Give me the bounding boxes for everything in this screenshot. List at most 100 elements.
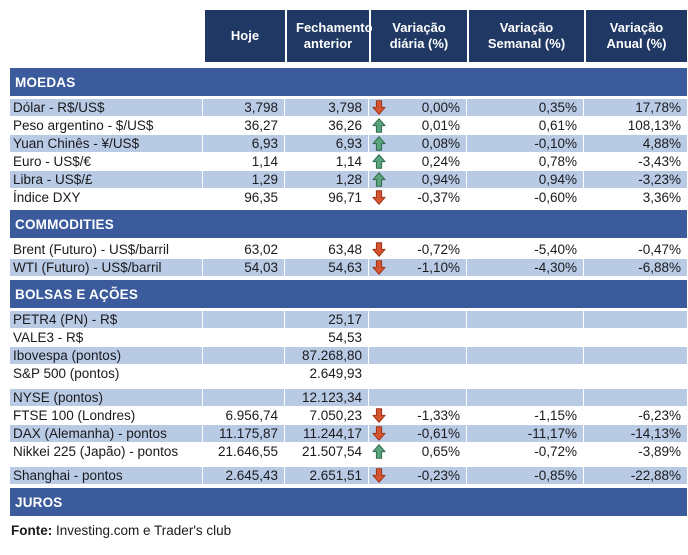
up-arrow-icon-wrap [372,136,386,151]
cell-fechamento-anterior: 54,63 [285,259,369,277]
row-label: Nikkei 225 (Japão) - pontos [10,443,203,461]
cell-variacao-semanal: -4,30% [467,259,584,277]
cell-hoje: 1,29 [203,171,285,189]
cell-variacao-anual: -3,89% [584,443,687,461]
variacao-diaria-value: -0,72% [417,242,460,257]
cell-hoje: 21.646,55 [203,443,285,461]
down-arrow-icon-wrap [372,242,386,257]
down-arrow-icon-wrap [372,468,386,483]
row-label: Yuan Chinês - ¥/US$ [10,135,203,153]
cell-variacao-diaria: -0,37% [369,189,467,207]
table-row: Dólar - R$/US$ 3,798 3,798 0,00% 0,35% 17,78% [10,99,687,117]
section-bar-row: JUROS [10,488,687,516]
cell-variacao-anual [584,347,687,365]
cell-fechamento-anterior: 6,93 [285,135,369,153]
row-label: FTSE 100 (Londres) [10,407,203,425]
row-label: VALE3 - R$ [10,329,203,347]
cell-hoje: 54,03 [203,259,285,277]
cell-hoje: 1,14 [203,153,285,171]
cell-variacao-anual: -6,88% [584,259,687,277]
cell-fechamento-anterior: 96,71 [285,189,369,207]
cell-variacao-semanal [467,365,584,383]
row-label: Shanghai - pontos [10,467,203,485]
variacao-diaria-value: 0,24% [421,154,460,169]
cell-fechamento-anterior: 1,28 [285,171,369,189]
cell-hoje: 11.175,87 [203,425,285,443]
table-row: PETR4 (PN) - R$ 25,17 [10,311,687,329]
cell-variacao-anual: -3,43% [584,153,687,171]
cell-fechamento-anterior: 3,798 [285,99,369,117]
cell-variacao-diaria [369,365,467,383]
table-row: Yuan Chinês - ¥/US$ 6,93 6,93 0,08% -0,10% 4,… [10,135,687,153]
cell-variacao-diaria [369,311,467,329]
cell-hoje [203,365,285,383]
cell-fechamento-anterior: 12.123,34 [285,389,369,407]
variacao-diaria-value: 0,01% [421,118,460,133]
cell-variacao-diaria [369,347,467,365]
header-row: Hoje Fechamento anterior Variação diária… [10,10,687,62]
cell-hoje: 36,27 [203,117,285,135]
section-header: JUROS [10,488,687,516]
source-note: Fonte: Investing.com e Trader's club [11,523,688,538]
up-arrow-icon [372,118,386,133]
cell-variacao-diaria: 0,00% [369,99,467,117]
cell-variacao-anual: -0,47% [584,241,687,259]
cell-variacao-anual [584,311,687,329]
source-text: Investing.com e Trader's club [52,523,232,538]
cell-variacao-diaria: -1,10% [369,259,467,277]
row-label: Ibovespa (pontos) [10,347,203,365]
column-header-variacao-diaria: Variação diária (%) [369,10,467,62]
cell-variacao-diaria [369,329,467,347]
cell-variacao-anual [584,365,687,383]
row-label: Dólar - R$/US$ [10,99,203,117]
cell-variacao-semanal [467,389,584,407]
cell-hoje: 96,35 [203,189,285,207]
row-label: DAX (Alemanha) - pontos [10,425,203,443]
cell-hoje [203,311,285,329]
variacao-diaria-value: 0,08% [421,136,460,151]
cell-fechamento-anterior: 2.649,93 [285,365,369,383]
variacao-diaria-value: 0,94% [421,172,460,187]
row-label: Brent (Futuro) - US$/barril [10,241,203,259]
cell-variacao-semanal: 0,78% [467,153,584,171]
cell-variacao-diaria: 0,08% [369,135,467,153]
up-arrow-icon [372,136,386,151]
cell-fechamento-anterior: 54,53 [285,329,369,347]
column-header-hoje: Hoje [203,10,285,62]
row-label: Euro - US$/€ [10,153,203,171]
section-header: BOLSAS E AÇÕES [10,280,687,308]
down-arrow-icon [372,260,386,275]
table-row: Euro - US$/€ 1,14 1,14 0,24% 0,78% -3,43% [10,153,687,171]
down-arrow-icon [372,426,386,441]
cell-variacao-diaria [369,389,467,407]
up-arrow-icon-wrap [372,444,386,459]
variacao-diaria-value: -0,61% [417,426,460,441]
cell-variacao-semanal: -1,15% [467,407,584,425]
cell-variacao-diaria: 0,24% [369,153,467,171]
up-arrow-icon-wrap [372,172,386,187]
table-row: Brent (Futuro) - US$/barril 63,02 63,48 -0,… [10,241,687,259]
cell-variacao-anual: -22,88% [584,467,687,485]
row-label: NYSE (pontos) [10,389,203,407]
cell-variacao-semanal [467,347,584,365]
down-arrow-icon-wrap [372,426,386,441]
section-bar-row: COMMODITIES [10,210,687,238]
table-row: VALE3 - R$ 54,53 [10,329,687,347]
cell-variacao-diaria: 0,94% [369,171,467,189]
down-arrow-icon [372,468,386,483]
table-row: Índice DXY 96,35 96,71 -0,37% -0,60% 3,36% [10,189,687,207]
variacao-diaria-value: -1,33% [417,408,460,423]
header-corner-blank [10,10,203,62]
section-bar-row: BOLSAS E AÇÕES [10,280,687,308]
cell-variacao-diaria: 0,65% [369,443,467,461]
table-row: DAX (Alemanha) - pontos 11.175,87 11.244,1… [10,425,687,443]
cell-variacao-semanal: -0,60% [467,189,584,207]
column-header-fechamento-anterior: Fechamento anterior [285,10,373,62]
cell-variacao-diaria: 0,01% [369,117,467,135]
up-arrow-icon-wrap [372,154,386,169]
cell-variacao-semanal [467,311,584,329]
column-header-variacao-anual: Variação Anual (%) [584,10,687,62]
cell-variacao-diaria: -1,33% [369,407,467,425]
table-row: S&P 500 (pontos) 2.649,93 [10,365,687,383]
